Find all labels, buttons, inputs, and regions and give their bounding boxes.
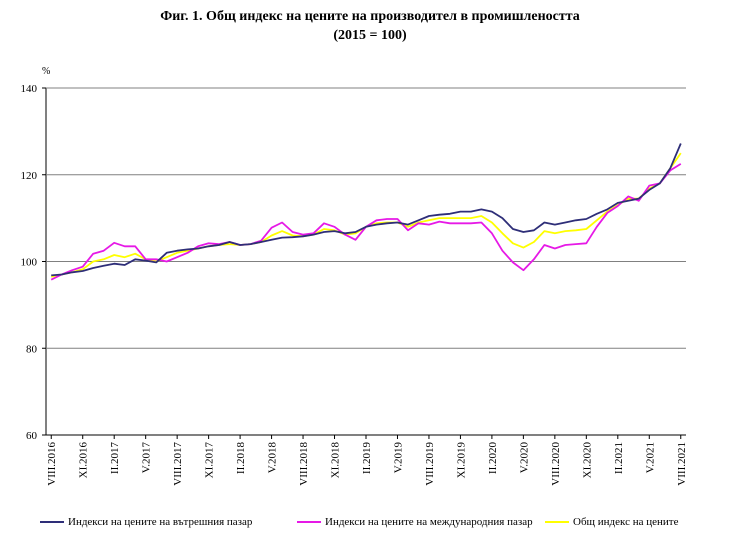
y-tick-label: 100	[21, 257, 38, 269]
x-tick-label: XI.2018	[330, 442, 342, 479]
x-tick-label: V.2019	[392, 442, 404, 474]
x-tick-label: II.2020	[487, 442, 499, 475]
x-tick-label: XI.2017	[204, 442, 216, 479]
x-tick-label: XI.2020	[581, 442, 593, 479]
x-tick-label: XI.2016	[78, 442, 90, 479]
x-tick-label: V.2017	[141, 442, 153, 474]
x-tick-label: XI.2019	[455, 442, 467, 479]
x-tick-label: V.2020	[518, 442, 530, 474]
legend-label-international: Индекси на цените на международния пазар	[325, 516, 533, 528]
x-tick-label: VIII.2018	[298, 442, 310, 486]
y-tick-label: 140	[21, 83, 38, 95]
legend-item-total: Общ индекс на цените	[545, 516, 678, 528]
legend-swatch-international	[297, 521, 321, 523]
y-tick-label: 120	[21, 170, 38, 182]
legend-swatch-total	[545, 521, 569, 523]
legend-item-international: Индекси на цените на международния пазар	[297, 516, 533, 528]
x-tick-label: II.2018	[235, 442, 247, 475]
x-tick-label: VIII.2021	[676, 442, 688, 486]
series-line-domestic	[51, 143, 682, 277]
legend-label-total: Общ индекс на цените	[573, 516, 679, 528]
x-tick-label: II.2021	[613, 442, 625, 474]
legend-label-domestic: Индекси на цените на вътрешния пазар	[68, 516, 253, 528]
x-tick-label: II.2017	[109, 442, 121, 475]
x-tick-label: V.2018	[267, 442, 279, 474]
x-tick-label: VIII.2020	[550, 442, 562, 486]
x-tick-label: VIII.2019	[424, 442, 436, 486]
x-tick-label: II.2019	[361, 442, 373, 475]
chart-subtitle: (2015 = 100)	[333, 28, 407, 43]
chart-title: Фиг. 1. Общ индекс на цените на производ…	[160, 9, 580, 24]
x-tick-label: VIII.2016	[46, 442, 58, 486]
y-axis-label: %	[42, 66, 50, 77]
x-tick-label: VIII.2017	[172, 442, 184, 486]
y-tick-label: 80	[26, 343, 38, 355]
y-tick-label: 60	[26, 430, 38, 442]
series-line-international	[50, 163, 682, 281]
x-tick-label: V.2021	[644, 442, 656, 473]
legend-item-domestic: Индекси на цените на вътрешния пазар	[40, 516, 252, 528]
legend-swatch-domestic	[40, 521, 64, 523]
